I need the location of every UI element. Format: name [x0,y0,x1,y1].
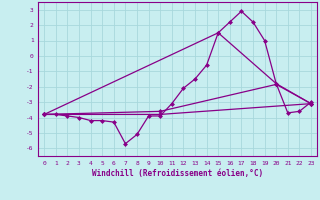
X-axis label: Windchill (Refroidissement éolien,°C): Windchill (Refroidissement éolien,°C) [92,169,263,178]
